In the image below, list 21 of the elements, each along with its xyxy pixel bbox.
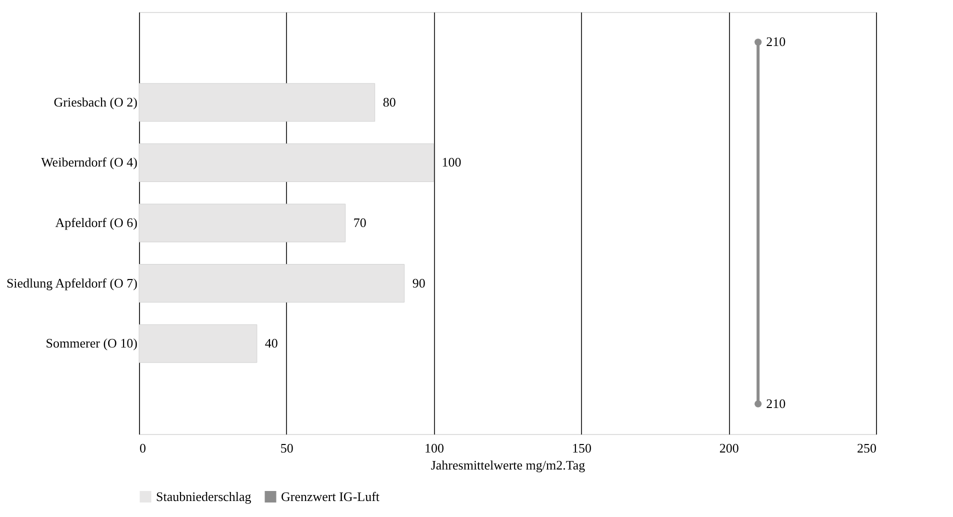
x-tick-label: 250	[857, 440, 876, 456]
x-axis-title: Jahresmittelwerte mg/m2.Tag	[430, 458, 586, 472]
data-label: 70	[353, 215, 366, 230]
x-tick-label: 100	[424, 440, 444, 456]
x-tick-label: 200	[719, 440, 739, 456]
data-label: 40	[264, 336, 278, 351]
data-label: 90	[412, 275, 426, 290]
data-label: 80	[382, 94, 396, 110]
data-label: 210	[766, 396, 786, 411]
y-tick-label: Weiberndorf (O 4)	[41, 154, 138, 170]
y-tick-label: Sommerer (O 10)	[46, 336, 138, 351]
legend-label: Staubniederschlag	[156, 488, 252, 504]
legend-label: Grenzwert IG-Luft	[281, 488, 380, 504]
data-label: 210	[766, 34, 786, 50]
x-tick-label: 150	[572, 440, 592, 456]
x-tick-label: 0	[140, 440, 146, 456]
y-tick-label: Apfeldorf (O 6)	[55, 215, 138, 230]
y-tick-label: Griesbach (O 2)	[54, 94, 138, 110]
y-tick-label: Siedlung Apfeldorf (O 7)	[6, 275, 138, 290]
data-label: 100	[442, 154, 462, 170]
x-tick-label: 50	[280, 440, 294, 456]
